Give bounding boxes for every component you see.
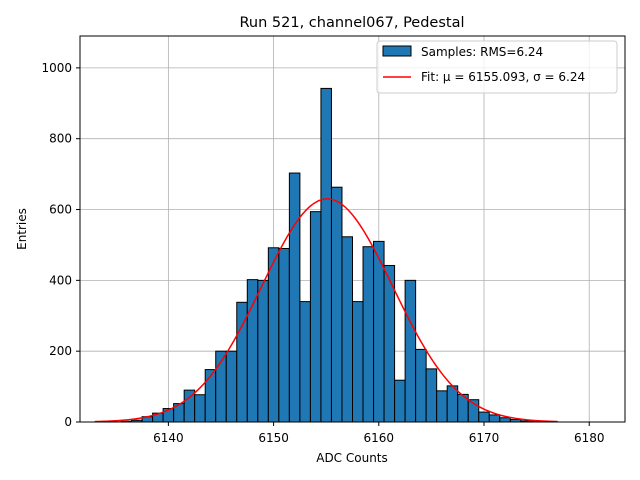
histogram-bar [309,211,322,423]
histogram-bar [415,348,427,423]
y-tick-label: 800 [49,132,72,146]
y-tick-label: 400 [49,273,72,287]
histogram-bar [278,247,290,423]
histogram-bar [499,417,511,423]
y-tick-label: 1000 [41,61,72,75]
histogram-bar [341,236,353,423]
legend-label-samples: Samples: RMS=6.24 [421,45,543,59]
x-tick-label: 6150 [258,431,289,445]
histogram-bar [383,264,396,423]
histogram-bar [362,246,375,423]
y-tick-label: 0 [64,415,72,429]
histogram-bar [225,350,238,423]
y-axis-label: Entries [15,208,29,250]
x-tick-label: 6140 [153,431,184,445]
legend-patch-swatch [382,45,412,57]
legend-label-fit: Fit: μ = 6155.093, σ = 6.24 [421,70,585,84]
y-axis-ticks: 0 200 400 600 800 1000 [41,61,80,429]
histogram-bar [446,385,459,423]
y-tick-label: 200 [49,344,72,358]
x-tick-label: 6180 [574,431,605,445]
chart-title: Run 521, channel067, Pedestal [239,15,464,31]
histogram-bar [194,394,206,423]
histogram-bar [204,369,217,423]
x-tick-label: 6170 [469,431,500,445]
x-axis-ticks: 6140 6150 6160 6170 6180 [153,422,605,445]
histogram-bar [436,390,448,423]
histogram-bar [288,172,301,423]
histogram-bar [320,87,332,423]
plot-frame [79,35,626,423]
histogram-bar [394,379,406,423]
histogram-bar [330,186,343,423]
y-tick-label: 600 [49,203,72,217]
x-tick-label: 6160 [364,431,395,445]
legend-box [376,40,618,94]
histogram-bar [425,368,438,423]
fit-curve [94,198,558,423]
legend: Samples: RMS=6.24 Fit: μ = 6155.093, σ =… [376,40,618,94]
histogram-bar [478,411,490,423]
histogram-bar [257,279,269,423]
histogram-bar [352,301,364,423]
histogram-bar [267,247,280,423]
histogram-bar [299,301,311,423]
histogram-bar [488,414,501,423]
histogram-bar [246,279,259,423]
histogram-bar [404,279,417,423]
histogram-bar [373,240,385,423]
x-axis-label: ADC Counts [316,451,388,465]
